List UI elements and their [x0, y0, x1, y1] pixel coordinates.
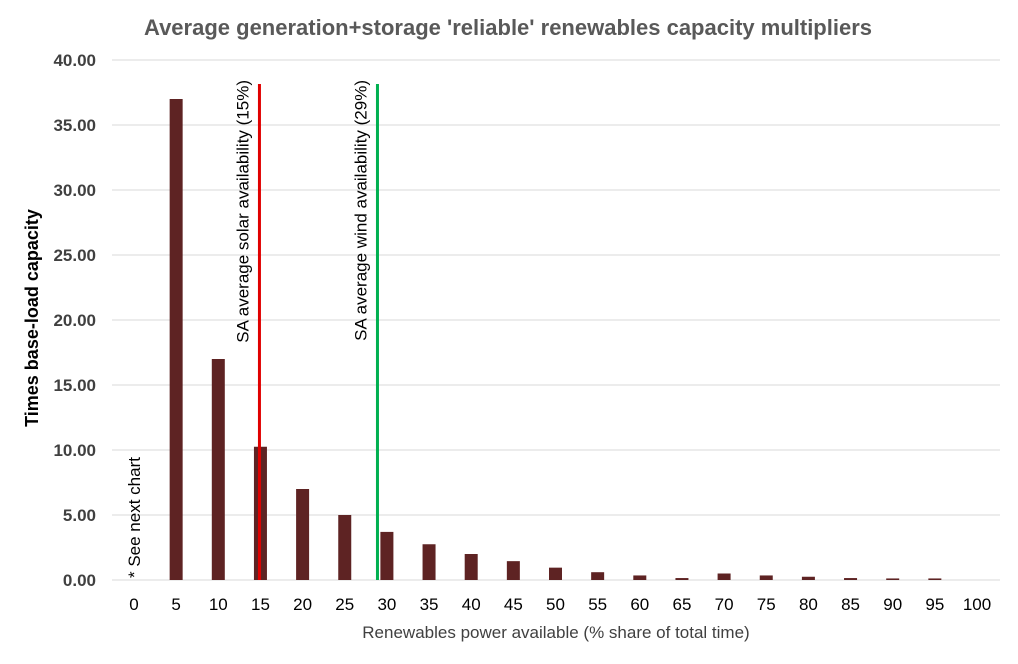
bar-45: [506, 561, 520, 580]
x-tick-label: 100: [963, 595, 991, 614]
x-tick-label: 0: [129, 595, 138, 614]
bar-20: [296, 489, 310, 580]
bar-35: [422, 544, 436, 580]
chart-title: Average generation+storage 'reliable' re…: [144, 15, 872, 40]
x-tick-label: 65: [672, 595, 691, 614]
y-axis-label: Times base-load capacity: [22, 209, 42, 427]
x-tick-label: 20: [293, 595, 312, 614]
bars: [169, 99, 942, 580]
y-tick-label: 0.00: [63, 571, 96, 590]
bar-85: [844, 578, 858, 580]
y-tick-label: 35.00: [53, 116, 96, 135]
x-tick-label: 5: [171, 595, 180, 614]
y-tick-label: 20.00: [53, 311, 96, 330]
x-tick-label: 55: [588, 595, 607, 614]
bar-25: [338, 515, 352, 580]
y-ticks: 0.00 5.00 10.00 15.00 20.00 25.00 30.00 35.00 40…: [53, 51, 96, 590]
x-tick-label: 50: [546, 595, 565, 614]
x-tick-label: 10: [209, 595, 228, 614]
bar-40: [464, 554, 478, 580]
bar-5: [169, 99, 183, 580]
x-ticks: 0 5 10 15 20 25 30 35 40 45 50 55 60 65 70 75 80 85 90 95 10…: [129, 595, 991, 614]
x-tick-label: 80: [799, 595, 818, 614]
annotations: * See next chart: [125, 457, 144, 578]
bar-70: [717, 573, 731, 580]
y-tick-label: 40.00: [53, 51, 96, 70]
x-tick-label: 45: [504, 595, 523, 614]
x-tick-label: 60: [630, 595, 649, 614]
reference-lines: SA average solar availability (15%) SA av…: [233, 80, 379, 580]
y-tick-label: 25.00: [53, 246, 96, 265]
y-tick-label: 30.00: [53, 181, 96, 200]
reference-line-label: SA average wind availability (29%): [351, 80, 370, 341]
bar-50: [549, 567, 562, 580]
x-tick-label: 40: [462, 595, 481, 614]
bar-80: [801, 576, 815, 580]
x-tick-label: 85: [841, 595, 860, 614]
x-tick-label: 35: [420, 595, 439, 614]
bar-30: [380, 531, 394, 580]
x-tick-label: 15: [251, 595, 270, 614]
bar-65: [675, 578, 689, 580]
y-tick-label: 15.00: [53, 376, 96, 395]
bar-55: [591, 572, 605, 580]
y-tick-label: 10.00: [53, 441, 96, 460]
x-tick-label: 25: [335, 595, 354, 614]
y-tick-label: 5.00: [63, 506, 96, 525]
x-tick-label: 95: [925, 595, 944, 614]
x-tick-label: 90: [883, 595, 902, 614]
see-next-chart-note: * See next chart: [125, 457, 144, 578]
bar-10: [211, 359, 225, 580]
x-tick-label: 75: [757, 595, 776, 614]
bar-95: [928, 578, 942, 580]
x-tick-label: 70: [715, 595, 734, 614]
x-axis-label: Renewables power available (% share of t…: [362, 623, 749, 642]
bar-75: [759, 575, 773, 580]
x-tick-label: 30: [377, 595, 396, 614]
reference-line-label: SA average solar availability (15%): [233, 80, 252, 343]
bar-60: [633, 575, 647, 580]
bar-90: [886, 578, 900, 580]
